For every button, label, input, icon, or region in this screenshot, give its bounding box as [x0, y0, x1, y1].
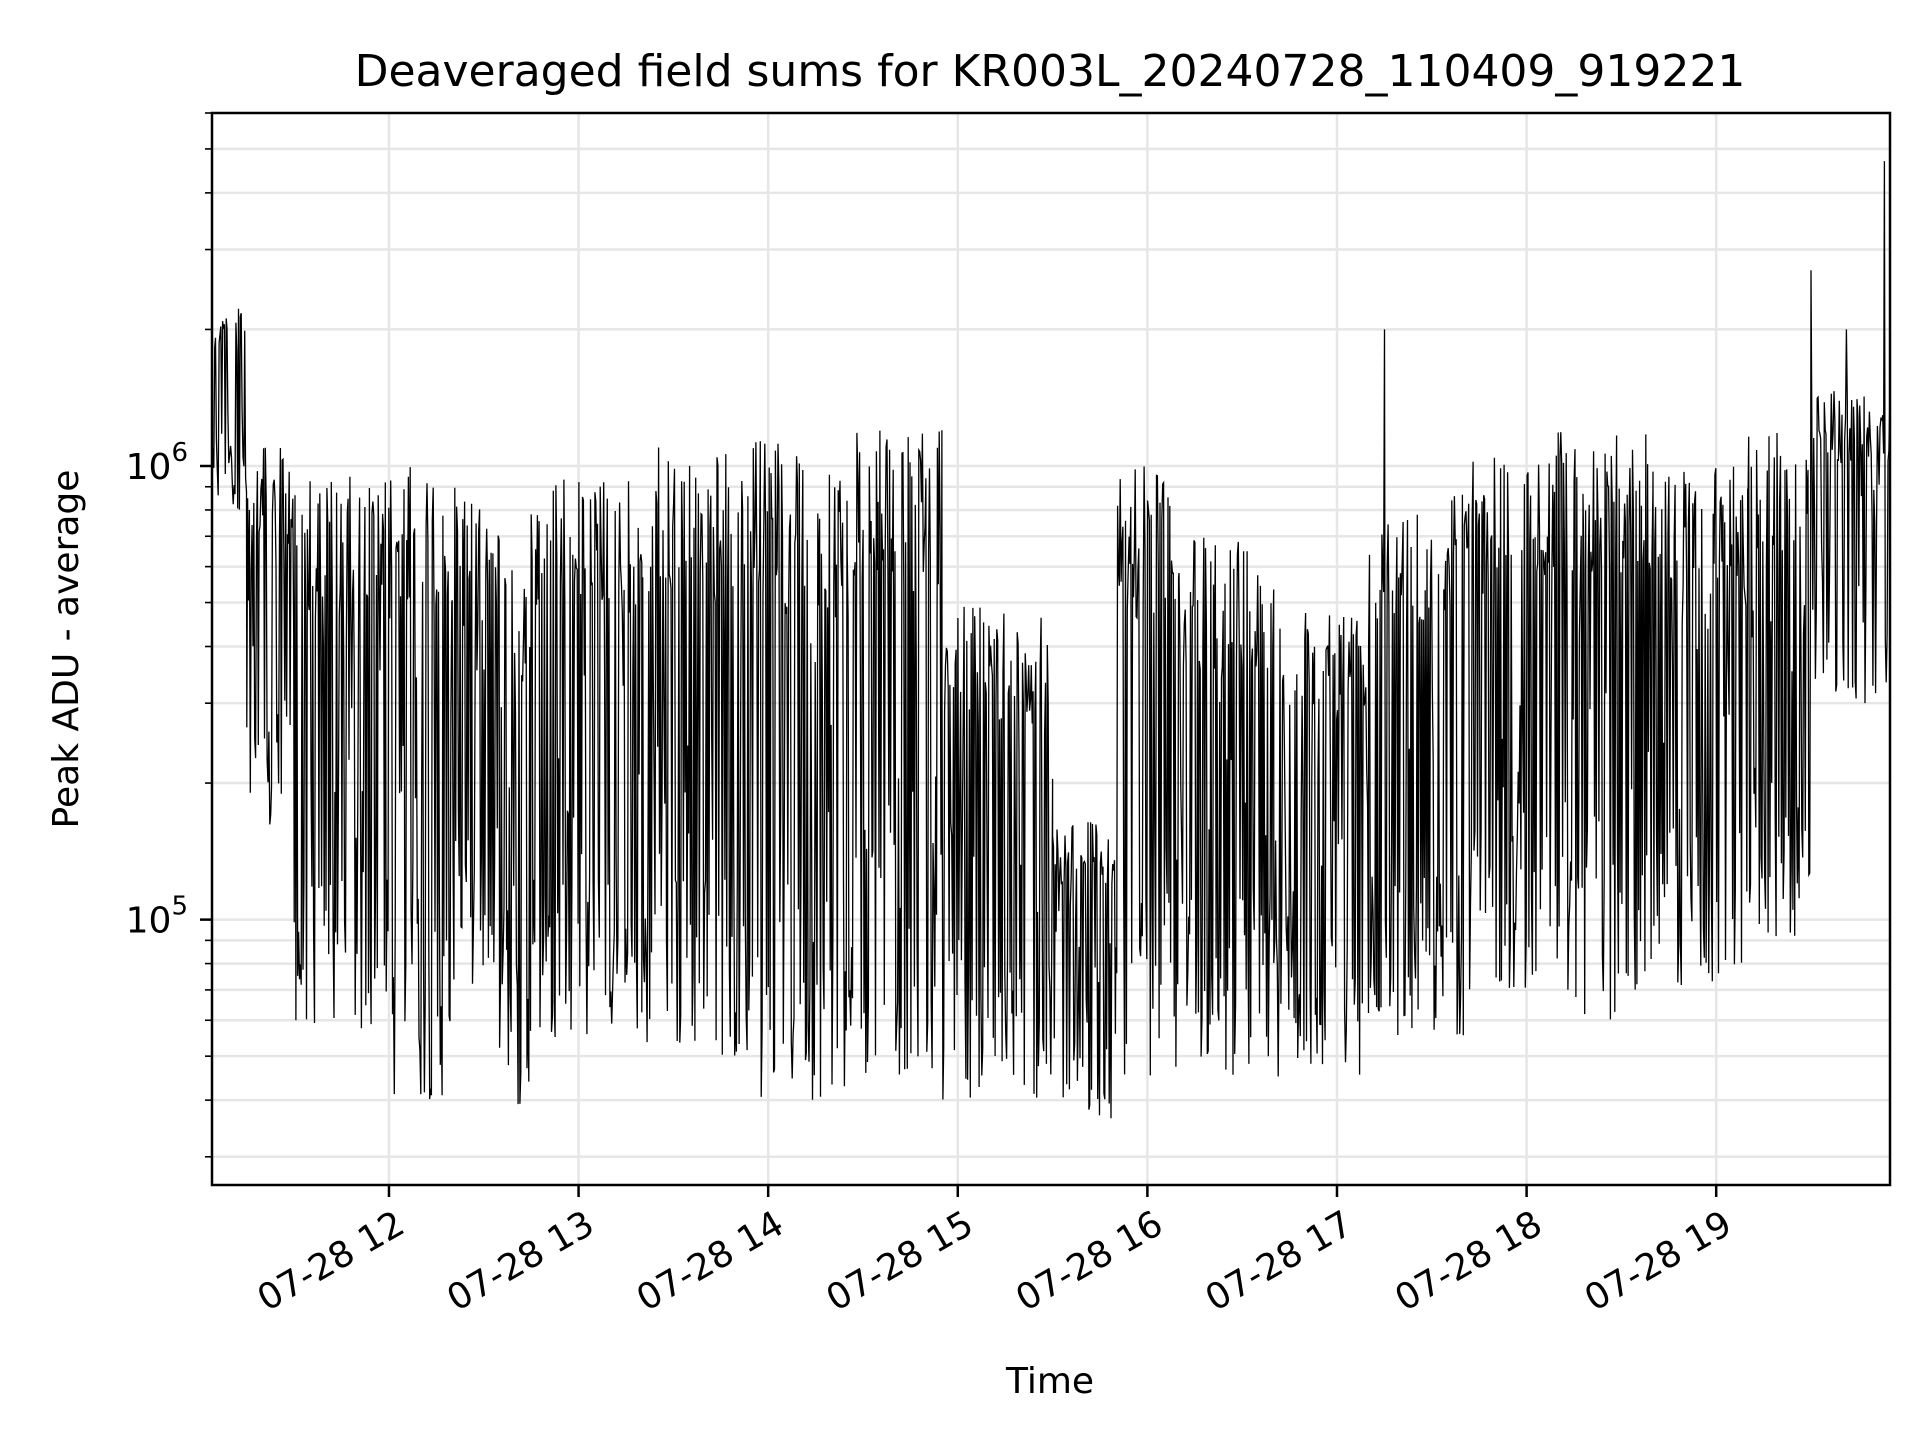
x-tick-label: 07-28 16 [1009, 1203, 1170, 1319]
y-tick-base: 10 [126, 447, 172, 488]
x-tick-label: 07-28 17 [1199, 1203, 1360, 1319]
y-tick-exponent: 5 [171, 892, 188, 922]
x-tick-label: 07-28 14 [630, 1203, 791, 1319]
y-axis-label: Peak ADU - average [46, 470, 87, 829]
data-series [211, 161, 1891, 1119]
chart-title: Deaveraged field sums for KR003L_2024072… [355, 46, 1746, 97]
x-tick-label: 07-28 13 [440, 1203, 601, 1319]
x-tick-label: 07-28 19 [1578, 1203, 1739, 1319]
series-line [211, 161, 1891, 1119]
plot-frame [210, 111, 1892, 1187]
x-tick-label: 07-28 12 [251, 1203, 412, 1319]
x-tick-label: 07-28 18 [1388, 1203, 1549, 1319]
y-tick-exponent: 6 [171, 438, 188, 468]
y-tick-label: 106 [126, 438, 188, 488]
y-tick-label: 105 [126, 892, 188, 942]
x-axis-ticks: 07-28 12 07-28 13 07-28 14 07-28 15 07-28 16… [251, 1185, 1739, 1320]
x-axis-label: Time [1005, 1361, 1094, 1402]
x-tick-label: 07-28 15 [820, 1203, 981, 1319]
y-tick-base: 10 [126, 901, 172, 942]
